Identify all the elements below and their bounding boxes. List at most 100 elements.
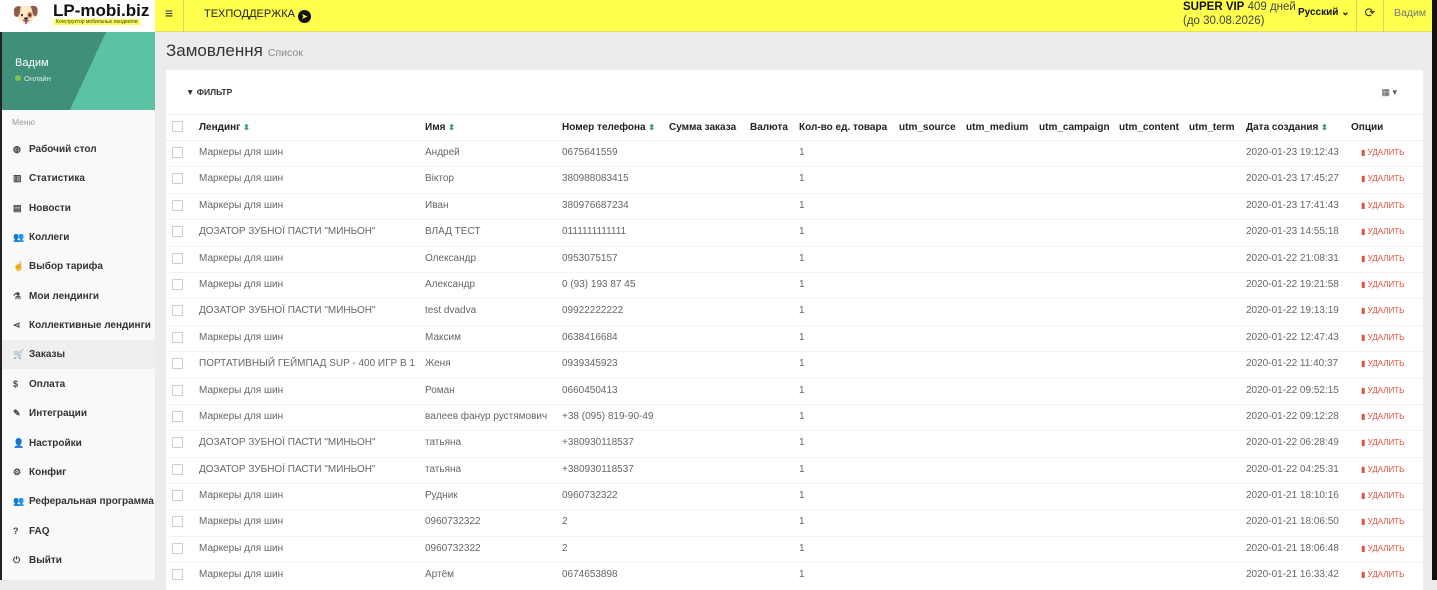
delete-button[interactable]: ▮ УДАЛИТЬ [1351, 544, 1404, 553]
column-label: Валюта [750, 122, 788, 133]
delete-button[interactable]: ▮ УДАЛИТЬ [1351, 333, 1404, 342]
delete-button[interactable]: ▮ УДАЛИТЬ [1351, 201, 1404, 210]
cell-currency [750, 377, 799, 405]
row-checkbox[interactable] [172, 542, 183, 554]
column-header: utm_campaign [1039, 114, 1119, 141]
column-header[interactable]: Номер телефона ⬍ [562, 114, 669, 141]
column-header[interactable]: Лендинг ⬍ [199, 114, 425, 141]
delete-button[interactable]: ▮ УДАЛИТЬ [1351, 517, 1404, 526]
sort-icon[interactable]: ⬍ [243, 123, 250, 132]
column-selector-button[interactable]: ▦ ▾ [1381, 87, 1397, 98]
cell-utm-term [1189, 377, 1246, 405]
column-header[interactable]: Дата создания ⬍ [1246, 114, 1351, 141]
sidebar-item-8[interactable]: $ Оплата [2, 370, 155, 399]
newspaper-icon: ▤ [13, 202, 22, 213]
trash-icon: ▮ [1361, 253, 1366, 263]
delete-button[interactable]: ▮ УДАЛИТЬ [1351, 386, 1404, 395]
table-row: Маркеры для шин Роман 0660450413 1 2020-… [166, 377, 1423, 405]
menu-toggle-icon[interactable]: ≡ [155, 0, 184, 32]
refresh-icon[interactable]: ⟳ [1356, 0, 1384, 32]
cell-currency [750, 456, 799, 484]
sidebar-item-9[interactable]: ✎ Интеграции [2, 399, 155, 428]
cell-sum [669, 324, 750, 352]
cell-phone: 380976687234 [562, 192, 669, 220]
sidebar-item-14[interactable]: ⏻ Выйти [2, 546, 155, 575]
cell-utm-campaign [1039, 377, 1119, 405]
row-checkbox[interactable] [172, 437, 183, 449]
cell-created: 2020-01-22 19:21:58 [1246, 271, 1351, 299]
sidebar-item-2[interactable]: ▤ Новости [2, 194, 155, 223]
cell-utm-source [899, 219, 966, 247]
row-checkbox[interactable] [172, 358, 183, 370]
delete-button[interactable]: ▮ УДАЛИТЬ [1351, 280, 1404, 289]
sidebar-item-10[interactable]: 👤 Настройки [2, 429, 155, 458]
cell-utm-medium [966, 403, 1039, 431]
delete-button[interactable]: ▮ УДАЛИТЬ [1351, 465, 1404, 474]
sidebar-item-label: Рабочий стол [29, 144, 97, 155]
delete-button[interactable]: ▮ УДАЛИТЬ [1351, 148, 1404, 157]
sidebar-item-5[interactable]: ⚗ Мои лендинги [2, 282, 155, 311]
row-checkbox[interactable] [172, 463, 183, 475]
support-link[interactable]: ТЕХПОДДЕРЖКА ➤ [204, 8, 312, 23]
delete-button[interactable]: ▮ УДАЛИТЬ [1351, 306, 1404, 315]
sort-icon[interactable]: ⬍ [648, 123, 656, 132]
row-checkbox[interactable] [172, 331, 183, 343]
delete-button[interactable]: ▮ УДАЛИТЬ [1351, 174, 1404, 183]
cell-utm-medium [966, 298, 1039, 326]
delete-button[interactable]: ▮ УДАЛИТЬ [1351, 570, 1404, 579]
row-checkbox[interactable] [172, 226, 183, 238]
column-header[interactable]: Имя ⬍ [425, 114, 562, 141]
user-menu[interactable]: Вадим [1394, 7, 1427, 19]
cell-sum [669, 535, 750, 563]
cell-name: Віктор [425, 166, 562, 194]
cell-phone: 09922222222 [562, 298, 669, 326]
cell-phone: +38 (095) 819-90-49 [562, 403, 669, 431]
cell-quantity: 1 [799, 456, 899, 484]
row-checkbox[interactable] [172, 147, 183, 158]
cell-utm-medium [966, 509, 1039, 537]
cell-utm-medium [966, 245, 1039, 273]
sidebar-item-4[interactable]: ☝ Выбор тарифа [2, 252, 155, 281]
sidebar-item-3[interactable]: 👥 Коллеги [2, 223, 155, 252]
delete-button[interactable]: ▮ УДАЛИТЬ [1351, 254, 1404, 263]
sidebar-item-label: Конфиг [29, 466, 67, 478]
delete-button[interactable]: ▮ УДАЛИТЬ [1351, 412, 1404, 421]
delete-button[interactable]: ▮ УДАЛИТЬ [1351, 359, 1404, 368]
row-checkbox[interactable] [172, 305, 183, 317]
sidebar-item-label: Интеграции [29, 408, 87, 420]
sidebar-item-13[interactable]: ? FAQ [2, 517, 155, 546]
delete-button[interactable]: ▮ УДАЛИТЬ [1351, 438, 1404, 447]
sidebar-item-12[interactable]: 👥 Реферальная программа [2, 487, 155, 516]
row-checkbox[interactable] [172, 410, 183, 422]
row-checkbox[interactable] [172, 199, 183, 211]
cell-created: 2020-01-22 12:47:43 [1246, 324, 1351, 352]
row-checkbox[interactable] [172, 278, 183, 290]
row-checkbox[interactable] [172, 516, 183, 528]
sidebar-item-7[interactable]: 🛒 Заказы [2, 340, 155, 370]
cell-utm-campaign [1039, 192, 1119, 220]
sidebar-item-6[interactable]: ⋖ Коллективные лендинги [2, 311, 155, 340]
cell-quantity: 1 [799, 351, 899, 379]
trash-icon: ▮ [1361, 570, 1366, 580]
sidebar-item-0[interactable]: ◍ Рабочий стол [2, 135, 155, 164]
sidebar-item-label: FAQ [29, 525, 50, 537]
delete-button[interactable]: ▮ УДАЛИТЬ [1351, 491, 1404, 500]
sort-icon[interactable]: ⬍ [1321, 123, 1328, 132]
row-checkbox[interactable] [172, 569, 183, 581]
table-icon: ▦ [1381, 87, 1390, 97]
row-checkbox[interactable] [172, 490, 183, 502]
sort-icon[interactable]: ⬍ [448, 123, 455, 132]
row-checkbox[interactable] [172, 173, 183, 185]
cell-utm-medium [966, 535, 1039, 563]
select-all-checkbox[interactable] [172, 120, 183, 132]
row-checkbox[interactable] [172, 252, 183, 264]
row-select-cell [166, 377, 199, 405]
language-dropdown[interactable]: Русский ⌄ [1298, 7, 1350, 18]
filter-button[interactable]: ▼ ФИЛЬТР [186, 87, 232, 97]
sidebar-item-1[interactable]: ▥ Статистика [2, 164, 155, 193]
sidebar-item-11[interactable]: ⚙ Конфиг [2, 458, 155, 487]
logo[interactable]: 🐶 LP-mobi.biz Конструктор мобильных ленд… [0, 0, 155, 32]
row-checkbox[interactable] [172, 384, 183, 396]
cell-utm-term [1189, 324, 1246, 352]
delete-button[interactable]: ▮ УДАЛИТЬ [1351, 227, 1404, 236]
